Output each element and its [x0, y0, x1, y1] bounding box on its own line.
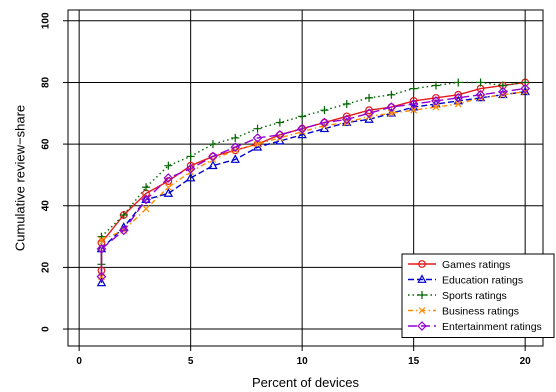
data-point	[453, 93, 464, 103]
series-layer	[96, 78, 531, 287]
data-point	[275, 118, 284, 127]
data-point	[96, 277, 107, 287]
data-point	[417, 274, 427, 283]
legend-label: Education ratings	[442, 274, 523, 286]
series-4	[96, 83, 531, 282]
data-point	[141, 194, 151, 203]
data-point	[387, 90, 396, 99]
data-point	[185, 163, 196, 174]
data-point	[163, 188, 174, 197]
y-tick-label: 100	[41, 12, 52, 29]
data-point	[386, 102, 397, 112]
x-tick-label: 20	[520, 356, 532, 367]
data-point	[431, 81, 440, 90]
legend: Games ratings Education ratings Sports rat…	[401, 253, 555, 338]
data-point	[208, 160, 218, 170]
data-point	[343, 119, 351, 126]
series-line	[101, 90, 526, 241]
x-tick-label: 0	[76, 356, 82, 367]
data-point	[520, 83, 531, 94]
data-point	[319, 117, 330, 128]
data-point	[417, 321, 427, 331]
axis-ticks: 0 5 10 15 20 0 20 40 60 80 100	[41, 12, 532, 367]
data-point	[418, 260, 426, 268]
data-point	[410, 106, 418, 114]
data-point	[476, 78, 485, 87]
data-point	[141, 194, 151, 205]
data-point	[297, 123, 308, 134]
data-point	[454, 100, 462, 108]
data-point	[96, 244, 107, 254]
data-point	[230, 154, 240, 163]
data-point	[253, 124, 262, 133]
data-point	[275, 129, 285, 140]
data-point	[252, 133, 263, 143]
series-line	[100, 81, 526, 238]
data-point	[276, 134, 284, 142]
data-point	[408, 99, 419, 109]
plot-frame	[67, 9, 544, 347]
y-tick-label: 0	[41, 326, 52, 332]
data-point	[208, 140, 217, 149]
data-point	[208, 151, 218, 162]
series-2	[97, 78, 530, 269]
data-point	[298, 112, 307, 121]
data-point	[364, 108, 374, 119]
data-point	[365, 112, 373, 120]
y-tick-label: 60	[41, 138, 52, 150]
data-point	[98, 236, 105, 244]
data-point	[431, 96, 441, 106]
x-tick-label: 10	[297, 356, 309, 367]
legend-label: Games ratings	[442, 259, 510, 271]
data-point	[185, 172, 196, 182]
data-point	[96, 271, 107, 282]
data-point	[475, 89, 486, 100]
series-line	[100, 81, 526, 244]
x-tick-label: 5	[188, 356, 194, 367]
data-point	[341, 114, 352, 125]
data-point	[164, 183, 172, 191]
data-point	[365, 106, 373, 115]
x-axis-title: Percent of devices	[252, 375, 359, 390]
data-point	[186, 152, 195, 161]
data-point	[118, 225, 129, 236]
y-tick-label: 40	[41, 200, 52, 212]
legend-box	[401, 253, 555, 338]
data-point	[418, 307, 426, 314]
data-point	[254, 140, 261, 148]
data-point	[142, 183, 151, 192]
legend-label: Entertainment ratings	[442, 321, 542, 333]
series-0	[97, 78, 530, 275]
data-point	[498, 86, 508, 97]
series-3	[98, 88, 529, 281]
data-point	[230, 142, 241, 153]
data-point	[409, 84, 418, 93]
data-point	[418, 291, 426, 299]
data-point	[342, 100, 351, 109]
data-point	[142, 205, 150, 213]
data-point	[454, 78, 463, 87]
series-line	[100, 90, 526, 250]
data-point	[231, 133, 240, 142]
legend-label: Business ratings	[442, 305, 519, 317]
data-point	[521, 88, 529, 96]
data-point	[365, 93, 374, 102]
data-point	[477, 94, 484, 102]
data-point	[387, 109, 395, 117]
data-point	[164, 161, 173, 170]
legend-label: Sports ratings	[442, 290, 507, 302]
data-point	[163, 173, 174, 183]
data-point	[119, 210, 128, 219]
data-point	[320, 106, 329, 115]
data-point	[432, 103, 440, 111]
data-point	[499, 91, 507, 99]
y-axis-title: Cumulative review−share	[13, 105, 28, 251]
x-tick-label: 15	[408, 356, 420, 367]
y-tick-label: 20	[41, 261, 52, 273]
y-tick-label: 80	[41, 76, 52, 88]
